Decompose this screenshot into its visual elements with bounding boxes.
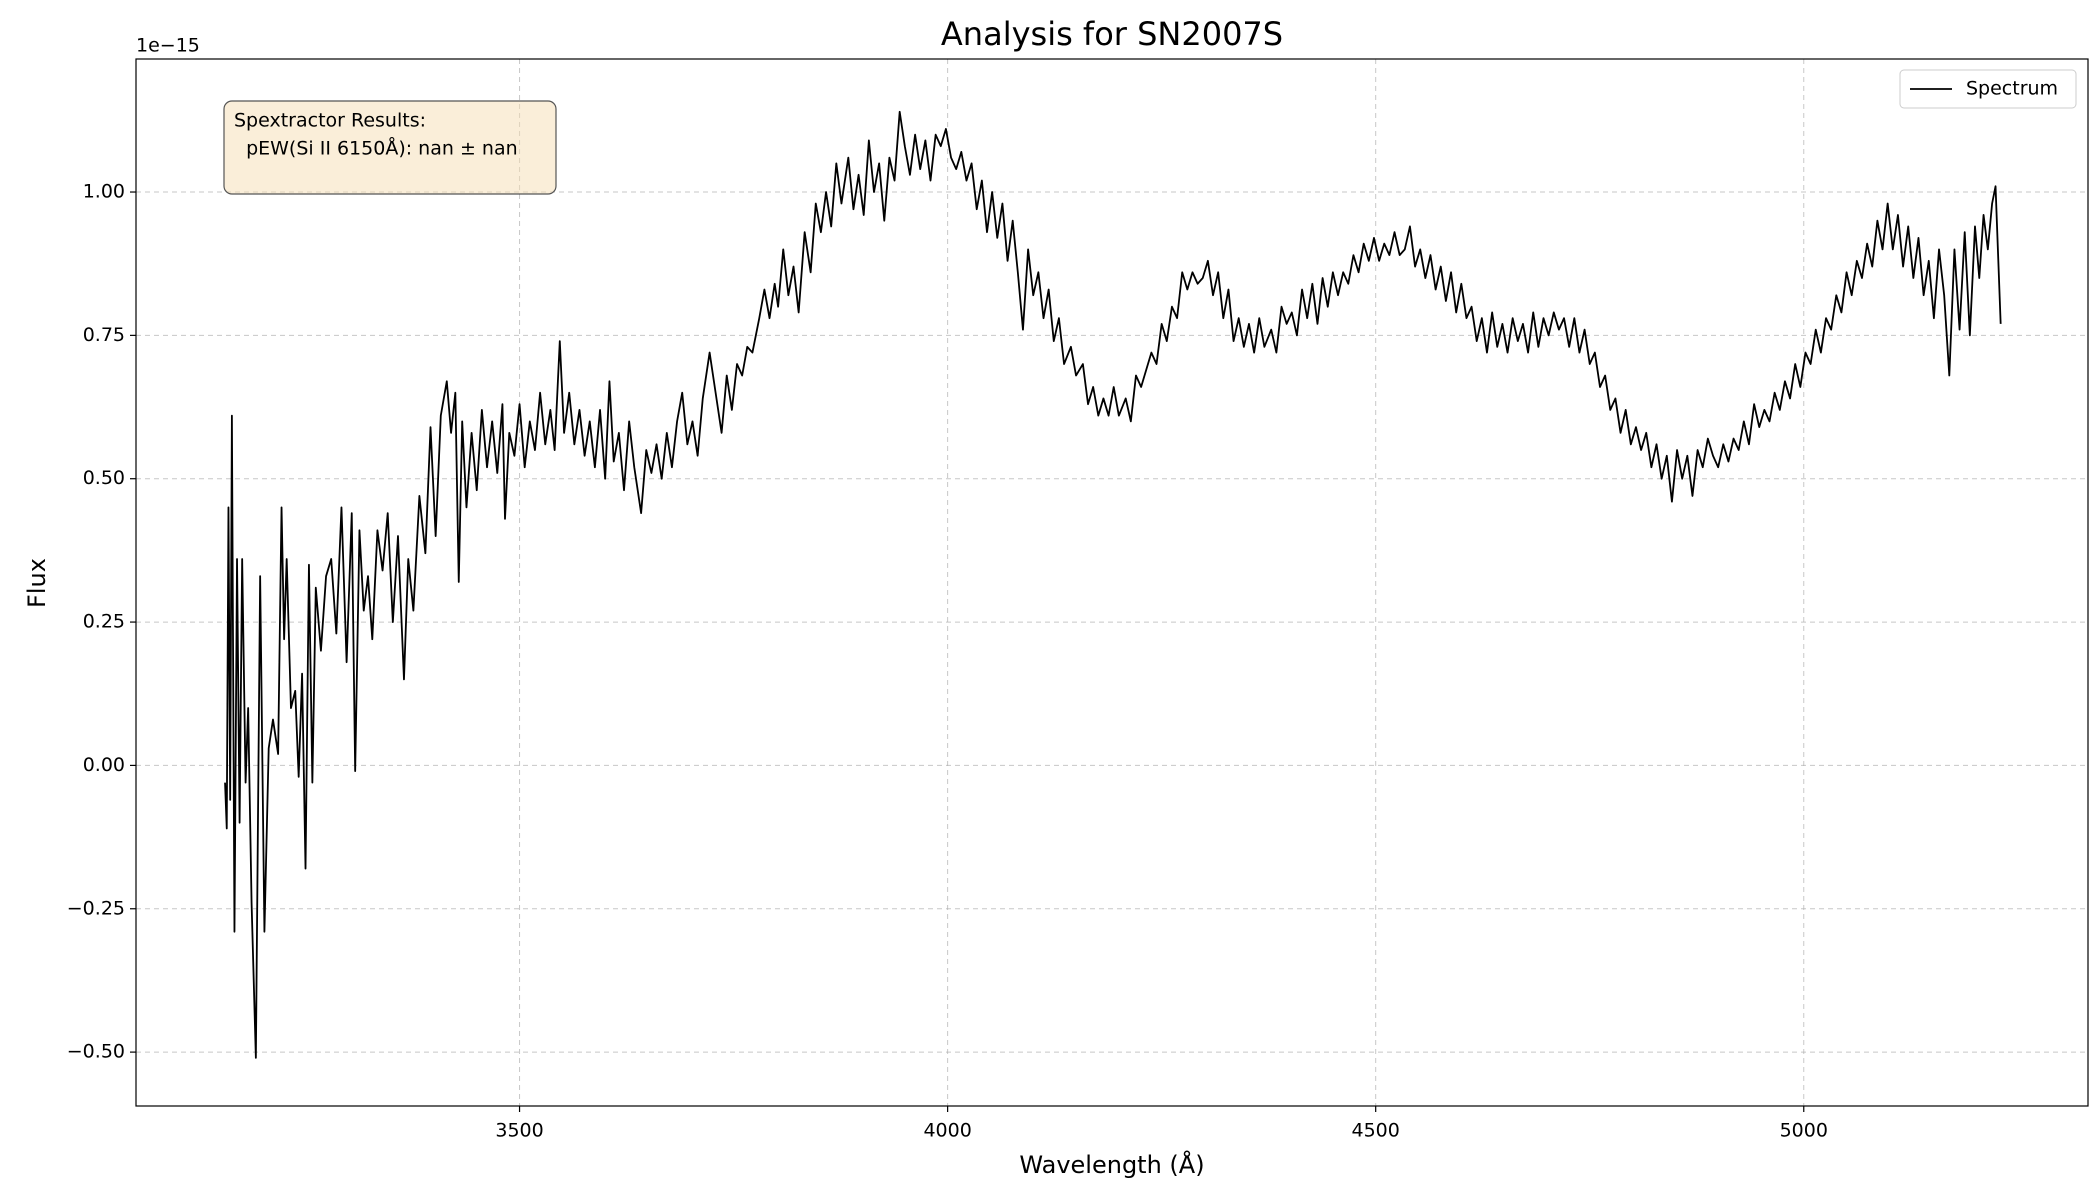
x-tick-label: 4500 [1352,1120,1400,1142]
y-tick-label: 0.00 [83,754,125,776]
x-tick-label: 4000 [923,1120,971,1142]
annotation-text: pEW(Si II 6150Å): nan ± nan [234,137,518,160]
annotation-text: Spextractor Results: [234,110,426,132]
y-tick-label: 0.75 [83,324,125,346]
y-tick-label: 1.00 [83,181,125,203]
y-tick-label: −0.25 [67,897,125,919]
chart-title: Analysis for SN2007S [941,15,1283,53]
y-tick-label: 0.25 [83,611,125,633]
y-tick-label: 0.50 [83,467,125,489]
x-tick-label: 3500 [495,1120,543,1142]
x-axis-label: Wavelength (Å) [1019,1150,1204,1179]
spectrum-line [224,110,2002,1059]
legend-box [1899,69,2077,109]
y-tick-label: −0.50 [67,1041,125,1063]
offset-label: 1e−15 [136,35,200,57]
annotation-box [223,100,557,195]
y-axis-label: Flux [23,558,51,608]
x-tick-label: 5000 [1780,1120,1828,1142]
legend-label: Spectrum [1966,78,2058,100]
axes-frame [135,58,2089,1107]
